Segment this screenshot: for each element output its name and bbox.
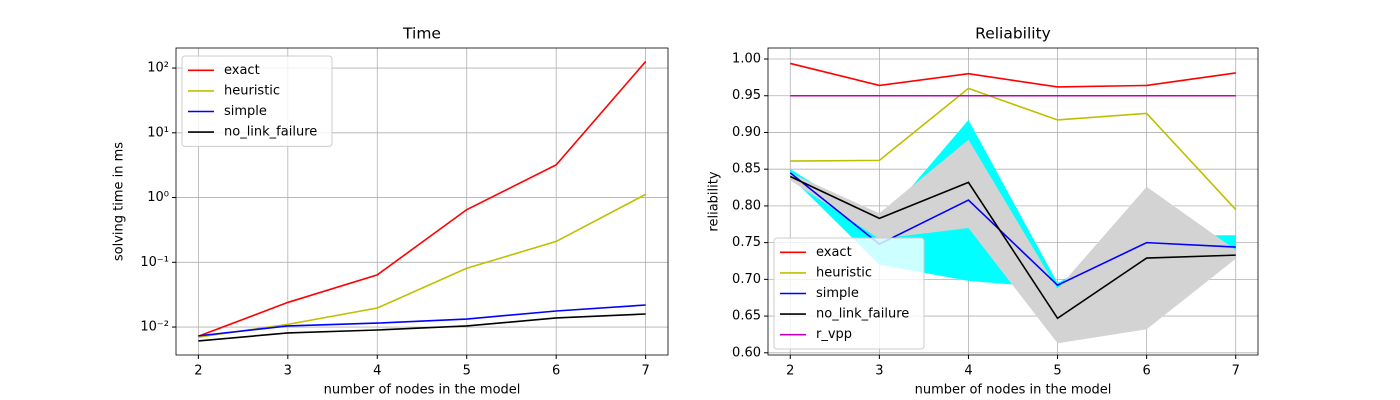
chart-title: Time bbox=[402, 25, 441, 43]
legend: exact heuristic simple no_link_failure r_vpp bbox=[773, 237, 925, 350]
chart-title: Reliability bbox=[975, 25, 1051, 43]
y-tick-label: 0.65 bbox=[732, 309, 761, 324]
x-tick-label: 5 bbox=[1053, 364, 1061, 379]
y-tick-label: 10¹ bbox=[147, 125, 169, 140]
x-tick-label: 3 bbox=[875, 364, 883, 379]
x-tick-label: 5 bbox=[463, 364, 471, 379]
legend-label: no_link_failure bbox=[224, 125, 317, 140]
y-tick-label: 0.75 bbox=[732, 235, 761, 250]
y-tick-label: 0.90 bbox=[732, 125, 761, 140]
legend-label: heuristic bbox=[816, 265, 872, 280]
y-tick-label: 10⁻¹ bbox=[140, 255, 169, 270]
legend-box bbox=[773, 237, 925, 350]
y-tick-label: 10² bbox=[147, 61, 169, 76]
x-tick-label: 4 bbox=[964, 364, 972, 379]
line bbox=[789, 175, 1236, 320]
y-tick-label: 0.60 bbox=[732, 345, 761, 360]
legend-label: heuristic bbox=[224, 83, 280, 98]
x-tick-label: 3 bbox=[284, 364, 292, 379]
legend-label: exact bbox=[816, 245, 852, 260]
x-tick-label: 6 bbox=[552, 364, 560, 379]
y-tick-label: 0.70 bbox=[732, 272, 761, 287]
x-tick-label: 6 bbox=[1142, 364, 1150, 379]
y-tick-label: 1.00 bbox=[732, 52, 761, 67]
line bbox=[198, 61, 647, 338]
legend: exact heuristic simple no_link_failure bbox=[181, 55, 333, 147]
line bbox=[198, 193, 647, 338]
x-tick-label: 2 bbox=[194, 364, 202, 379]
line bbox=[789, 172, 1236, 287]
x-axis-label: number of nodes in the model bbox=[324, 383, 521, 398]
legend-label: no_link_failure bbox=[816, 307, 909, 322]
x-tick-label: 7 bbox=[641, 364, 649, 379]
y-tick-label: 10⁻² bbox=[140, 320, 169, 335]
axes-frame bbox=[767, 47, 1259, 356]
plot: 2 3 4 5 6 7 0.60 0.65 0.70 0.75 0.80 0.85 0.90 0.95 1.… bbox=[707, 25, 1259, 398]
plot: 2 3 4 5 6 7 10⁻² 10⁻¹ 10⁰ 10¹ 10² Time number of nod… bbox=[112, 25, 669, 398]
axes-frame bbox=[175, 47, 669, 356]
legend-label: simple bbox=[224, 104, 267, 119]
y-axis-label: solving time in ms bbox=[112, 142, 127, 261]
y-tick-label: 0.95 bbox=[732, 88, 761, 103]
line bbox=[198, 304, 646, 337]
legend-label: exact bbox=[224, 63, 260, 78]
legend-label: r_vpp bbox=[816, 327, 852, 342]
x-axis-label: number of nodes in the model bbox=[915, 383, 1112, 398]
line bbox=[198, 313, 646, 342]
line bbox=[790, 62, 1236, 88]
y-tick-label: 10⁰ bbox=[147, 190, 169, 205]
x-tick-label: 2 bbox=[786, 364, 794, 379]
y-axis-label: reliability bbox=[707, 171, 722, 231]
x-tick-label: 4 bbox=[373, 364, 381, 379]
legend-label: simple bbox=[816, 286, 859, 301]
y-tick-label: 0.85 bbox=[732, 162, 761, 177]
x-tick-label: 7 bbox=[1232, 364, 1240, 379]
legend-box bbox=[181, 55, 333, 147]
line bbox=[790, 87, 1237, 211]
y-tick-label: 0.80 bbox=[732, 198, 761, 213]
